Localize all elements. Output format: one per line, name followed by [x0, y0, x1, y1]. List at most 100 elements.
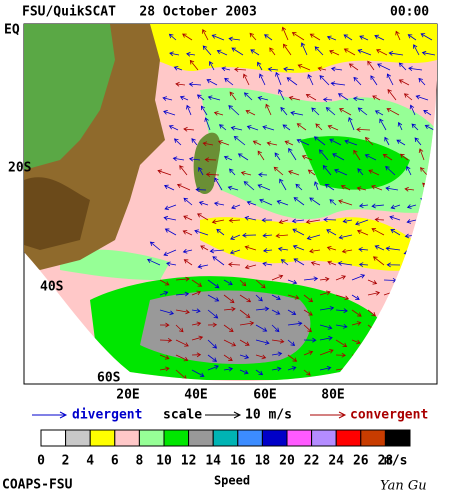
wind-vector — [278, 89, 285, 101]
wind-vector — [175, 276, 190, 282]
wind-vector — [267, 66, 279, 72]
wind-vector — [157, 169, 172, 176]
colorbar-label: 24 — [328, 454, 344, 469]
wind-vector — [258, 172, 268, 178]
wind-vector — [172, 156, 185, 162]
wind-vector — [376, 49, 388, 56]
wind-vector — [317, 66, 327, 72]
wind-vector — [217, 140, 230, 146]
colorbar-cell — [335, 429, 362, 447]
wind-vector — [233, 135, 246, 146]
colorbar-cell — [40, 429, 67, 447]
lat-label: 40S — [40, 280, 64, 295]
wind-vector — [179, 95, 189, 101]
wind-vector — [319, 290, 331, 296]
wind-vector — [271, 309, 281, 315]
wind-vector — [386, 262, 401, 268]
wind-vector — [204, 117, 211, 131]
wind-vector — [275, 71, 282, 86]
wind-vector — [271, 294, 281, 300]
wind-vector — [245, 109, 256, 116]
wind-vector — [200, 105, 208, 116]
colorbar-cell — [286, 429, 313, 447]
wind-vector — [261, 217, 273, 223]
wind-vector — [359, 35, 369, 41]
wind-vector — [309, 248, 321, 254]
colorbar-cell — [212, 429, 239, 447]
colorbar-cell — [89, 429, 116, 447]
wind-vector — [168, 33, 177, 41]
wind-vector — [367, 309, 376, 317]
wind-vector — [239, 309, 251, 318]
wind-vector — [319, 75, 330, 86]
wind-vector — [340, 184, 351, 191]
wind-vector — [252, 140, 262, 146]
scale-arrow-head — [233, 411, 242, 419]
wind-vector — [239, 279, 247, 287]
wind-vector — [282, 124, 291, 131]
wind-vector — [372, 95, 381, 101]
wind-vector — [353, 149, 361, 161]
wind-vector — [243, 181, 255, 191]
wind-vector — [327, 260, 337, 266]
convergent-arrow-head — [338, 411, 347, 419]
wind-vector — [228, 36, 241, 42]
wind-vector — [234, 67, 247, 72]
wind-vector — [288, 147, 297, 161]
wind-vector — [280, 106, 288, 116]
wind-vector — [413, 44, 420, 56]
wind-vector — [273, 166, 284, 176]
wind-vector — [332, 153, 345, 161]
wind-vector — [175, 291, 190, 297]
wind-vector — [357, 168, 364, 176]
wind-vector — [356, 186, 367, 191]
wind-vector — [239, 339, 250, 346]
wind-vector — [385, 246, 401, 251]
wind-vector — [207, 322, 218, 328]
wind-vector — [207, 309, 219, 319]
wind-vector — [415, 94, 429, 101]
wind-vector — [182, 248, 193, 254]
wind-vector — [371, 203, 385, 209]
wind-vector — [278, 219, 289, 225]
footer-left: COAPS-FSU — [2, 478, 73, 493]
wind-vector — [330, 66, 343, 72]
wind-vector — [403, 93, 413, 101]
wind-vector — [309, 33, 321, 41]
wind-vector — [411, 123, 419, 131]
wind-vector — [389, 215, 401, 221]
wind-vector — [257, 150, 265, 161]
title: FSU/QuikSCAT 28 October 2003 — [22, 5, 257, 20]
wind-vector — [323, 217, 337, 223]
wind-vector — [364, 137, 374, 146]
wind-vector — [146, 258, 161, 266]
wind-vector — [377, 63, 391, 71]
wind-vector — [286, 77, 298, 86]
wind-vector — [307, 74, 314, 86]
wind-vector — [409, 104, 416, 116]
wind-vector — [255, 354, 267, 360]
wind-vector — [352, 96, 365, 102]
wind-vector — [249, 32, 257, 41]
wind-vector — [303, 309, 313, 316]
wind-vector — [368, 169, 380, 176]
wind-vector — [313, 136, 326, 146]
wind-vector — [327, 124, 339, 131]
wind-vector — [183, 259, 193, 266]
wind-vector — [246, 125, 259, 131]
wind-vector — [255, 294, 263, 302]
wind-vector — [202, 141, 214, 147]
wind-vector — [295, 183, 303, 191]
wind-vector — [159, 309, 175, 316]
convergent-label: convergent — [350, 408, 428, 423]
wind-vector — [303, 324, 312, 333]
wind-vector — [223, 294, 235, 304]
colorbar-label: 18 — [255, 454, 271, 469]
wind-vector — [287, 339, 296, 347]
wind-vector — [207, 95, 221, 101]
wind-vector — [374, 110, 384, 116]
wind-vector — [274, 152, 281, 161]
colorbar-cell — [360, 429, 386, 447]
wind-vector — [388, 51, 404, 56]
